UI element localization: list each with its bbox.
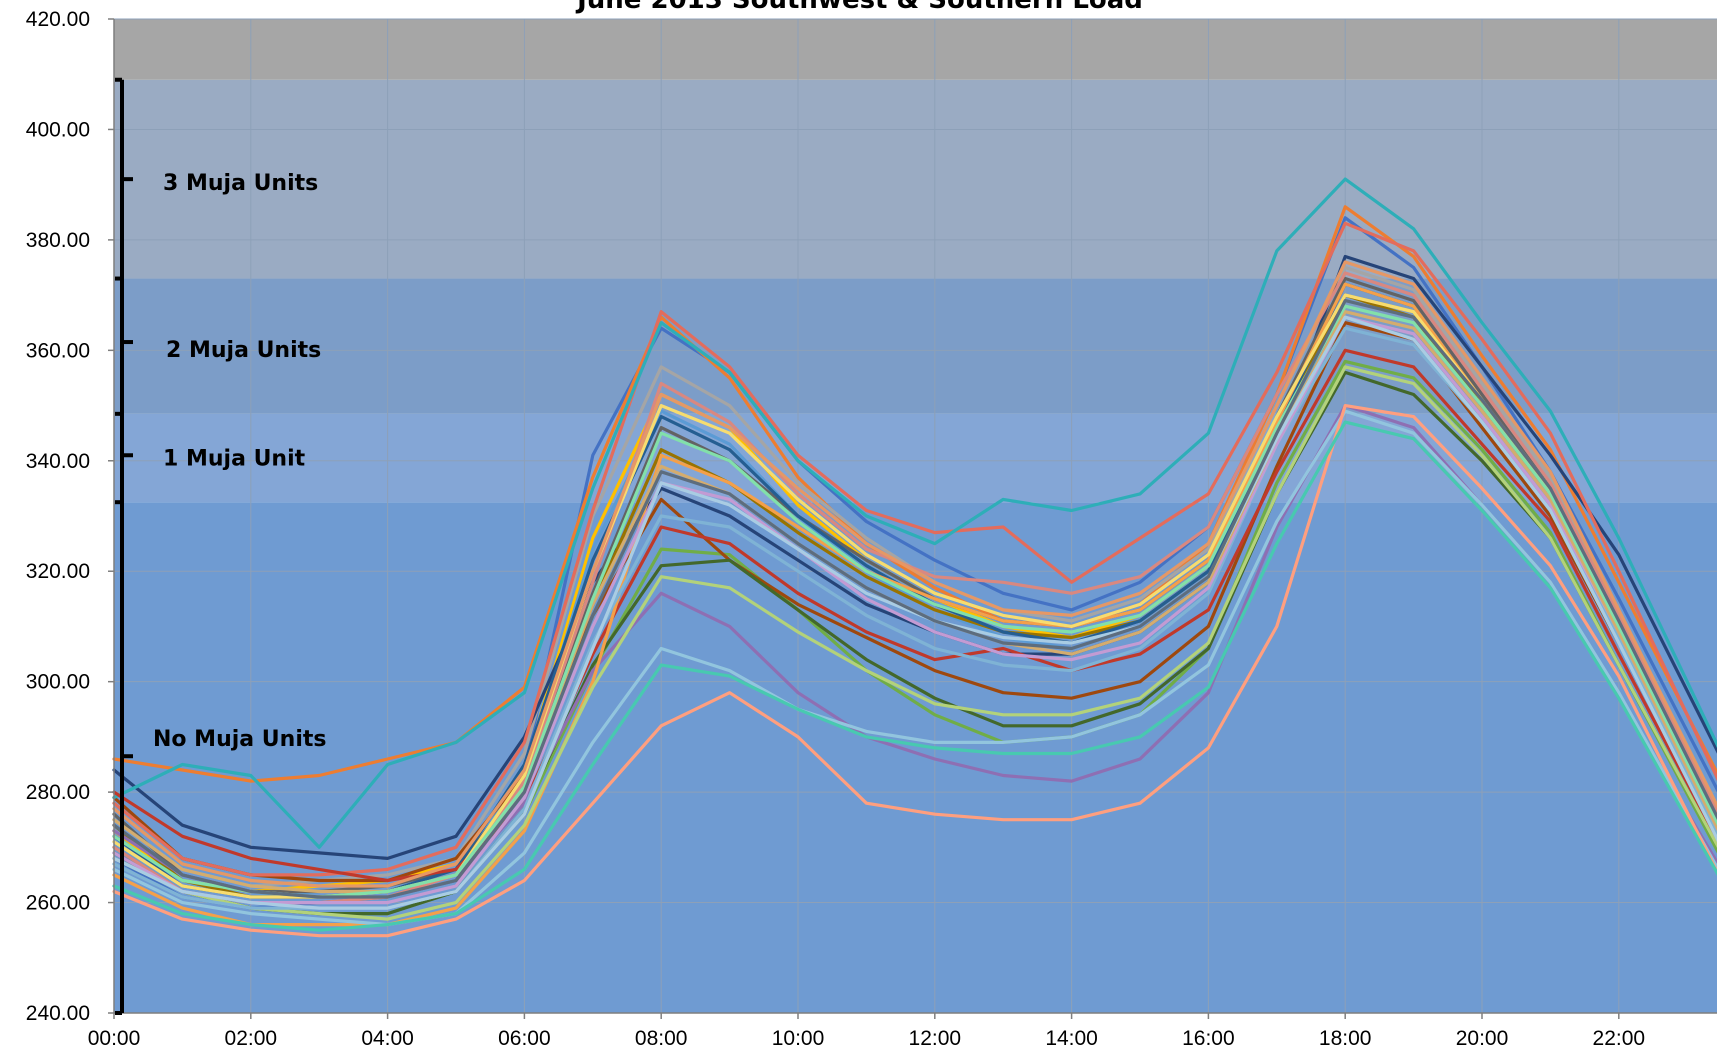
- band-1: [114, 413, 1717, 503]
- x-tick-label: 00:00: [88, 1027, 141, 1050]
- series-line-18: [112, 365, 1717, 921]
- series-line-15: [112, 348, 1717, 883]
- series-lines: [112, 177, 1717, 938]
- y-tick-label: 340.00: [26, 450, 90, 473]
- band-label-3: 3 Muja Units: [163, 171, 318, 196]
- band-label-1: 1 Muja Unit: [163, 446, 306, 471]
- y-tick-label: 240.00: [26, 1002, 90, 1025]
- muja-bracket: [115, 77, 133, 1015]
- series-line-19: [112, 409, 1717, 927]
- series-line-23: [112, 315, 1717, 905]
- gridlines: [113, 18, 1717, 1014]
- x-tick-label: 04:00: [361, 1027, 414, 1050]
- x-tick-label: 22:00: [1593, 1027, 1646, 1050]
- y-tick-label: 420.00: [26, 8, 90, 31]
- series-line-30: [112, 299, 1717, 899]
- series-line-25: [112, 420, 1717, 932]
- y-tick-label: 360.00: [26, 339, 90, 362]
- series-line-12: [112, 370, 1717, 916]
- y-tick-label: 280.00: [26, 781, 90, 804]
- series-line-2: [112, 205, 1717, 783]
- x-tick-label: 10:00: [772, 1027, 825, 1050]
- axes: 240.00 260.00 280.00 300.00 320.00 340.00 360.…: [26, 8, 1717, 1050]
- band-3: [114, 79, 1717, 279]
- y-tick-label: 320.00: [26, 560, 90, 583]
- y-tick-label: 300.00: [26, 671, 90, 694]
- series-line-29: [112, 304, 1717, 899]
- band-label-2: 2 Muja Units: [166, 338, 321, 363]
- x-tick-label: 08:00: [635, 1027, 688, 1050]
- x-tick-label: 16:00: [1182, 1027, 1235, 1050]
- band-4: [114, 19, 1717, 80]
- x-tick-label: 02:00: [225, 1027, 278, 1050]
- series-line-3: [112, 265, 1717, 888]
- x-tick-label: 06:00: [498, 1027, 551, 1050]
- chart-title: June 2013 Southwest & Southern Load: [575, 0, 1143, 15]
- series-line-13: [112, 221, 1717, 877]
- band-labels: No Muja Units 1 Muja Unit 2 Muja Units 3 Mu…: [153, 171, 326, 752]
- x-tick-label: 12:00: [909, 1027, 962, 1050]
- x-tick-label: 14:00: [1045, 1027, 1098, 1050]
- y-tick-label: 260.00: [26, 892, 90, 915]
- series-line-7: [112, 254, 1717, 861]
- x-tick-label: 18:00: [1319, 1027, 1372, 1050]
- y-tick-label: 380.00: [26, 229, 90, 252]
- x-tick-label: 20:00: [1456, 1027, 1509, 1050]
- band-label-0: No Muja Units: [153, 727, 326, 752]
- series-line-28: [112, 260, 1717, 888]
- series-line-14: [112, 177, 1717, 849]
- y-tick-label: 400.00: [26, 118, 90, 141]
- series-line-20: [112, 404, 1717, 938]
- muja-bands: [114, 19, 1717, 1013]
- series-line-27: [112, 315, 1717, 910]
